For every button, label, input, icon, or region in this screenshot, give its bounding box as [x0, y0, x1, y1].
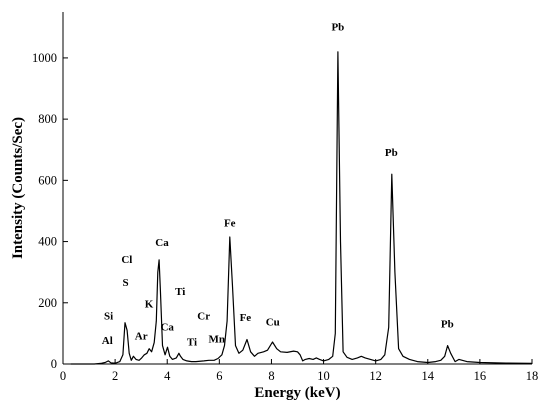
y-tick-label: 800: [38, 112, 57, 126]
peak-label: K: [145, 298, 154, 310]
peak-label: Cu: [266, 317, 280, 329]
x-tick-label: 6: [216, 369, 222, 383]
peak-label: Fe: [224, 217, 236, 229]
peak-label: Si: [104, 311, 113, 323]
peak-label: Fe: [240, 312, 252, 324]
peak-label: Pb: [441, 318, 454, 330]
peak-label: S: [122, 277, 128, 289]
x-tick-label: 14: [422, 369, 435, 383]
ticks: 0 2 4 6 8 10 12 14 16 18 0 200 400 600 800 1000: [32, 51, 538, 383]
x-tick-label: 4: [164, 369, 171, 383]
series-layer: [70, 51, 533, 365]
x-tick-label: 8: [268, 369, 274, 383]
peak-label: Ar: [135, 331, 148, 343]
y-tick-label: 0: [51, 357, 57, 371]
peak-label: Pb: [385, 147, 398, 159]
peak-label: Ca: [155, 237, 169, 249]
spectrum-line: [70, 51, 533, 365]
peak-label: Ca: [160, 321, 174, 333]
y-tick-label: 200: [38, 296, 57, 310]
x-tick-label: 0: [60, 369, 66, 383]
x-tick-label: 2: [112, 369, 118, 383]
x-tick-label: 18: [526, 369, 539, 383]
peak-label: Al: [102, 335, 113, 347]
peak-label: Ti: [175, 286, 185, 298]
peak-label: Ti: [187, 337, 197, 349]
x-tick-label: 16: [474, 369, 487, 383]
peak-label: Pb: [331, 21, 344, 33]
x-tick-label: 10: [317, 369, 330, 383]
axes: [62, 12, 532, 365]
x-axis-title: Energy (keV): [254, 385, 340, 401]
y-tick-label: 1000: [32, 51, 57, 65]
peak-label: Cr: [197, 311, 210, 323]
peak-label: Mn: [208, 334, 225, 346]
y-tick-label: 600: [38, 173, 57, 187]
peak-annotations: Al Si Cl S Ar K Ca Ca Ti Ti Cr Mn Fe Fe Cu Pb Pb Pb: [102, 21, 454, 348]
y-axis-title: Intensity (Counts/Sec): [10, 117, 26, 259]
peak-label: Cl: [121, 254, 132, 266]
y-tick-label: 400: [38, 235, 57, 249]
x-tick-label: 12: [369, 369, 382, 383]
